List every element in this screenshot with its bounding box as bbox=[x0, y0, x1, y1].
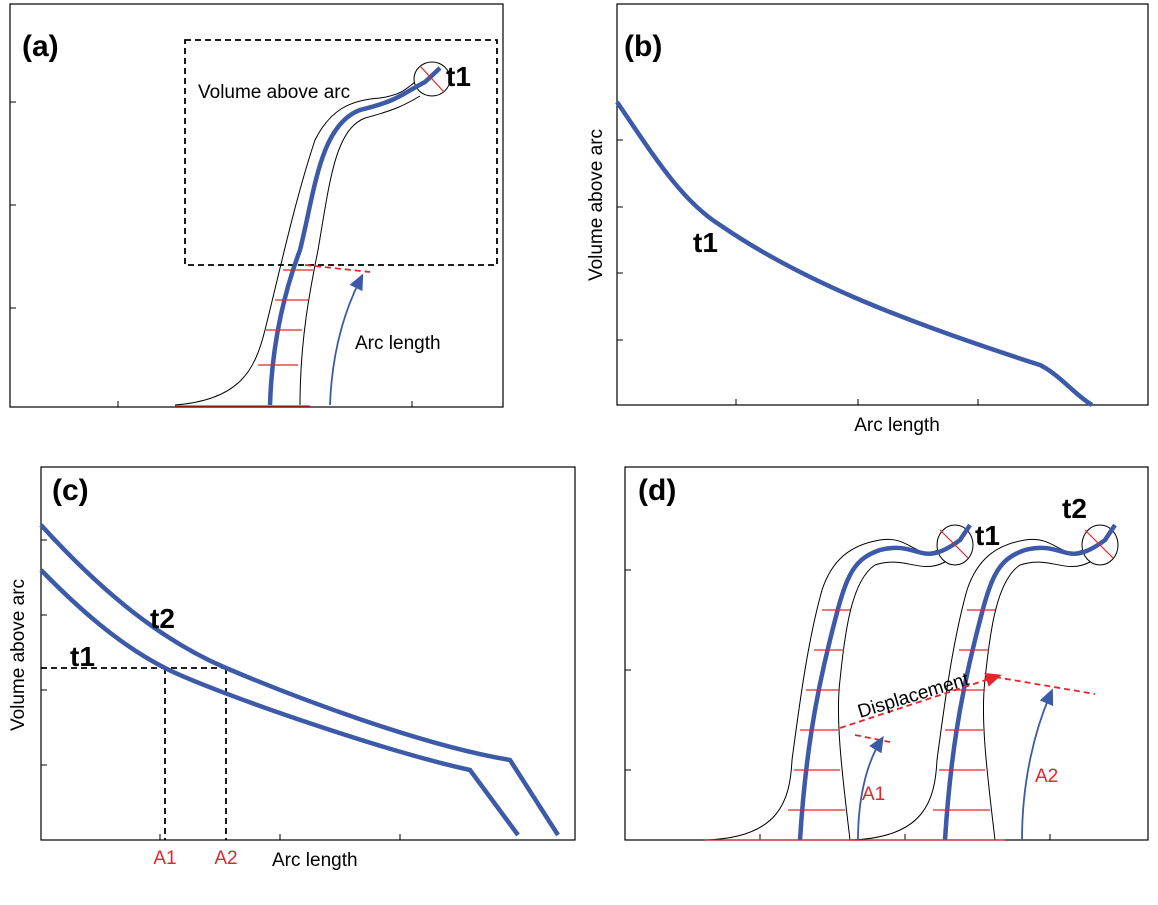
marker-label: A1 bbox=[862, 784, 885, 805]
plant-label: t2 bbox=[1062, 493, 1087, 524]
panel-label: (a) bbox=[22, 30, 59, 63]
y-label: Volume above arc bbox=[8, 579, 29, 731]
x-label: Arc length bbox=[272, 850, 358, 871]
curve-label: t1 bbox=[70, 641, 95, 672]
panel-a: (a) Volume above arc t1 Arc length bbox=[9, 3, 504, 408]
plant-label: t1 bbox=[975, 520, 1000, 551]
marker-label: A1 bbox=[153, 848, 176, 869]
arrow-label: Arc length bbox=[355, 333, 441, 354]
box-text: Volume above arc bbox=[198, 82, 350, 103]
marker-label: A2 bbox=[214, 848, 237, 869]
displacement-label: Displacement bbox=[855, 669, 972, 723]
panel-label: (d) bbox=[638, 474, 676, 507]
curve-label: t1 bbox=[446, 61, 471, 92]
panel-label: (b) bbox=[624, 30, 662, 63]
y-label: Volume above arc bbox=[586, 129, 607, 281]
marker-label: A2 bbox=[1035, 766, 1058, 787]
panel-label: (c) bbox=[52, 474, 89, 507]
panel-c: (c) Volume above arc t1 t2 A1 A2 Arc len… bbox=[8, 466, 576, 871]
curve-label: t1 bbox=[693, 227, 718, 258]
curve-label: t2 bbox=[150, 603, 175, 634]
panel-b: (b) Volume above arc Arc length t1 bbox=[586, 3, 1149, 436]
panel-d: (d) t1 t2 Displacement A1 A2 bbox=[624, 466, 1149, 840]
x-label: Arc length bbox=[854, 415, 940, 436]
